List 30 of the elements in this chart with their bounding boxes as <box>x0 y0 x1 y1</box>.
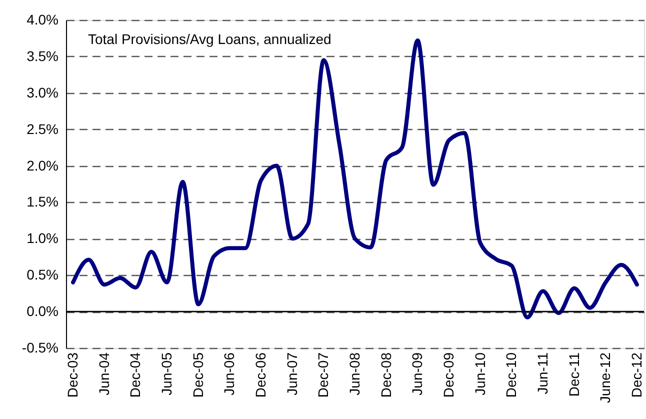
y-tick-label: 3.0% <box>26 84 58 100</box>
x-tick-label: Jun-06 <box>221 352 238 396</box>
x-tick-label: Dec-12 <box>628 352 644 398</box>
x-tick-label: Dec-10 <box>503 352 520 398</box>
x-tick-label: June-12 <box>597 352 614 404</box>
y-tick-label: 0.5% <box>26 266 58 283</box>
x-tick-label: Jun-11 <box>534 352 550 394</box>
x-tick-label: Jun-09 <box>409 352 426 396</box>
y-tick-label: 0.0% <box>26 303 58 320</box>
x-tick-label: Dec-04 <box>127 352 144 398</box>
x-tick-label: Dec-03 <box>64 352 81 398</box>
y-tick-label: 4.0% <box>26 12 58 28</box>
y-tick-label: 1.0% <box>26 230 58 246</box>
x-tick-label: Dec-07 <box>315 352 332 398</box>
y-tick-label: -0.5% <box>22 340 58 356</box>
y-tick-label: 2.5% <box>26 120 58 137</box>
x-tick-label: Dec-11 <box>566 352 582 397</box>
y-tick-label: 3.5% <box>26 48 58 64</box>
x-tick-label: Dec-08 <box>378 352 394 398</box>
x-tick-label: Dec-05 <box>190 352 206 398</box>
x-tick-label: Jun-05 <box>158 352 175 396</box>
y-tick-label: 2.0% <box>26 157 58 174</box>
x-tick-label: Jun-08 <box>346 352 362 396</box>
x-tick-label: Dec-06 <box>252 352 269 398</box>
x-tick-label: Jun-07 <box>284 352 300 396</box>
x-tick-label: Jun-10 <box>472 352 488 396</box>
text: Total Provisions/Avg Loans, annualized <box>88 31 332 47</box>
y-tick-label: 1.5% <box>26 194 58 210</box>
x-tick-label: Dec-09 <box>440 352 456 398</box>
x-tick-label: Jun-04 <box>96 352 112 396</box>
